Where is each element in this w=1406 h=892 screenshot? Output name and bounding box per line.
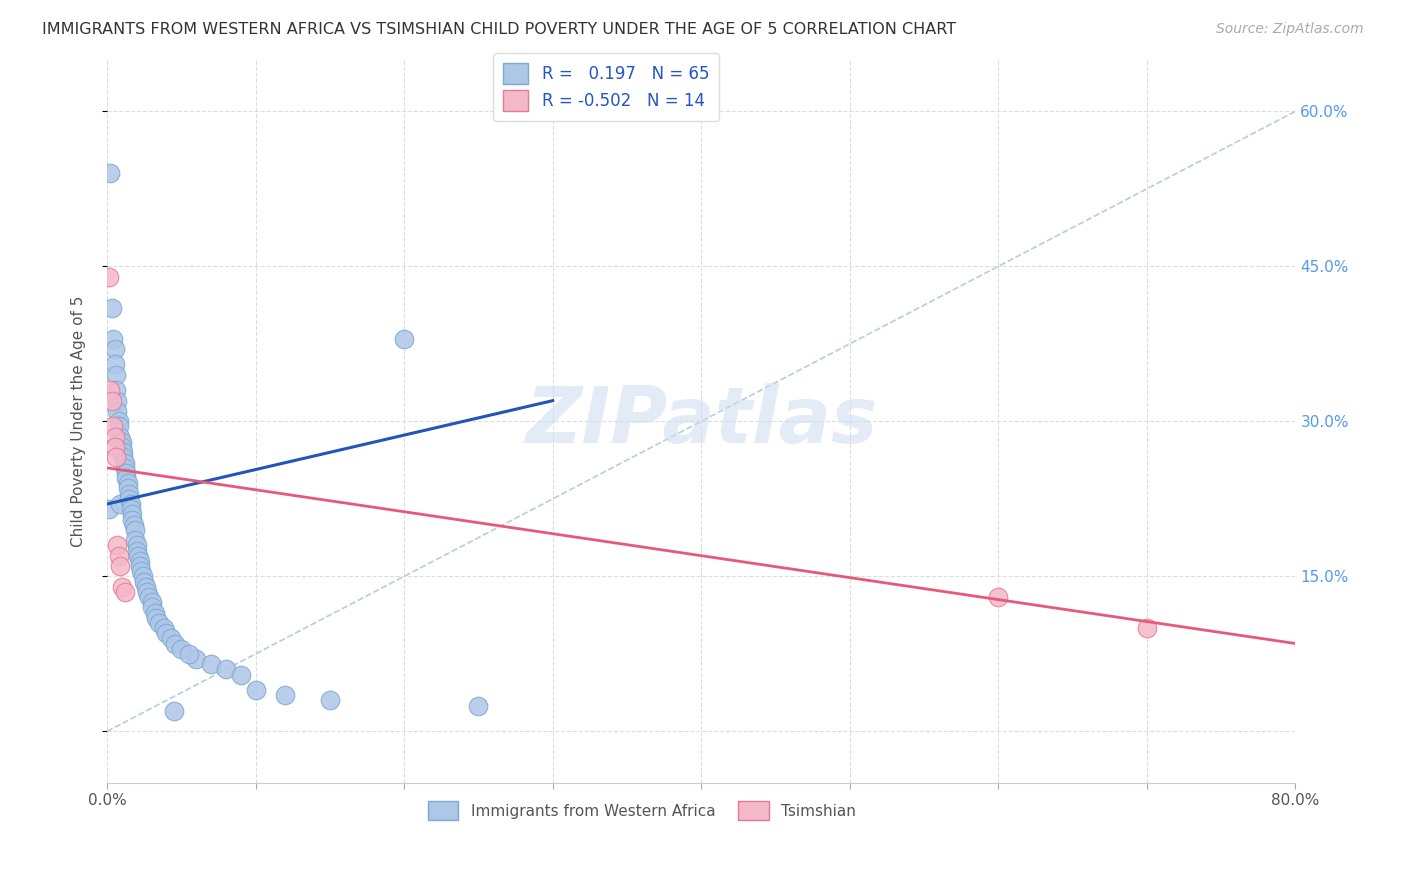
Immigrants from Western Africa [121,508,143,522]
Immigrants from Western Africa [112,445,135,459]
Immigrants from Western Africa [124,523,146,537]
Immigrants from Western Africa [110,430,132,444]
Immigrants from Western Africa [138,590,160,604]
Immigrants from Western Africa [128,559,150,574]
Immigrants from Western Africa [129,564,152,578]
Immigrants from Western Africa [118,486,141,500]
Immigrants from Western Africa [145,610,167,624]
Immigrants from Western Africa [125,543,148,558]
Immigrants from Western Africa [117,482,139,496]
Immigrants from Western Africa [160,632,183,646]
Immigrants from Western Africa [114,456,136,470]
Immigrants from Western Africa [104,368,127,382]
Immigrants from Western Africa [125,538,148,552]
Tsimshian [103,430,125,444]
Immigrants from Western Africa [122,517,145,532]
Immigrants from Western Africa [128,554,150,568]
Tsimshian [987,590,1010,604]
Tsimshian [101,419,124,434]
Immigrants from Western Africa [136,585,159,599]
Tsimshian [114,585,136,599]
Y-axis label: Child Poverty Under the Age of 5: Child Poverty Under the Age of 5 [72,295,86,547]
Immigrants from Western Africa [141,595,163,609]
Text: ZIPatlas: ZIPatlas [526,384,877,459]
Text: IMMIGRANTS FROM WESTERN AFRICA VS TSIMSHIAN CHILD POVERTY UNDER THE AGE OF 5 COR: IMMIGRANTS FROM WESTERN AFRICA VS TSIMSH… [42,22,956,37]
Tsimshian [97,269,120,284]
Immigrants from Western Africa [229,667,252,681]
Immigrants from Western Africa [165,636,187,650]
Tsimshian [103,440,125,454]
Immigrants from Western Africa [124,533,146,548]
Tsimshian [1136,621,1159,635]
Immigrants from Western Africa [108,419,131,434]
Tsimshian [108,549,131,563]
Immigrants from Western Africa [134,574,156,589]
Immigrants from Western Africa [114,460,136,475]
Immigrants from Western Africa [152,621,174,635]
Immigrants from Western Africa [186,652,208,666]
Immigrants from Western Africa [117,476,139,491]
Immigrants from Western Africa [120,497,142,511]
Immigrants from Western Africa [215,662,238,676]
Immigrants from Western Africa [103,358,125,372]
Tsimshian [100,393,122,408]
Immigrants from Western Africa [132,569,155,583]
Immigrants from Western Africa [148,615,170,630]
Immigrants from Western Africa [104,384,127,398]
Immigrants from Western Africa [120,502,142,516]
Immigrants from Western Africa [108,414,131,428]
Immigrants from Western Africa [101,332,124,346]
Immigrants from Western Africa [112,450,135,465]
Immigrants from Western Africa [98,166,121,180]
Immigrants from Western Africa [115,466,138,480]
Immigrants from Western Africa [107,404,129,418]
Immigrants from Western Africa [319,693,342,707]
Tsimshian [107,538,129,552]
Immigrants from Western Africa [107,393,129,408]
Immigrants from Western Africa [392,332,415,346]
Immigrants from Western Africa [135,580,157,594]
Immigrants from Western Africa [111,440,134,454]
Immigrants from Western Africa [127,549,149,563]
Immigrants from Western Africa [177,647,200,661]
Immigrants from Western Africa [200,657,222,672]
Immigrants from Western Africa [467,698,489,713]
Immigrants from Western Africa [115,471,138,485]
Immigrants from Western Africa [141,600,163,615]
Immigrants from Western Africa [103,342,125,356]
Immigrants from Western Africa [97,502,120,516]
Tsimshian [98,384,121,398]
Tsimshian [104,450,127,465]
Immigrants from Western Africa [110,497,132,511]
Legend: Immigrants from Western Africa, Tsimshian: Immigrants from Western Africa, Tsimshia… [422,795,862,826]
Immigrants from Western Africa [245,683,267,698]
Immigrants from Western Africa [143,606,166,620]
Immigrants from Western Africa [170,641,193,656]
Immigrants from Western Africa [118,491,141,506]
Text: Source: ZipAtlas.com: Source: ZipAtlas.com [1216,22,1364,37]
Immigrants from Western Africa [274,688,297,702]
Tsimshian [111,580,134,594]
Immigrants from Western Africa [100,301,122,315]
Immigrants from Western Africa [155,626,177,640]
Immigrants from Western Africa [163,704,186,718]
Immigrants from Western Africa [121,512,143,526]
Tsimshian [110,559,132,574]
Immigrants from Western Africa [111,435,134,450]
